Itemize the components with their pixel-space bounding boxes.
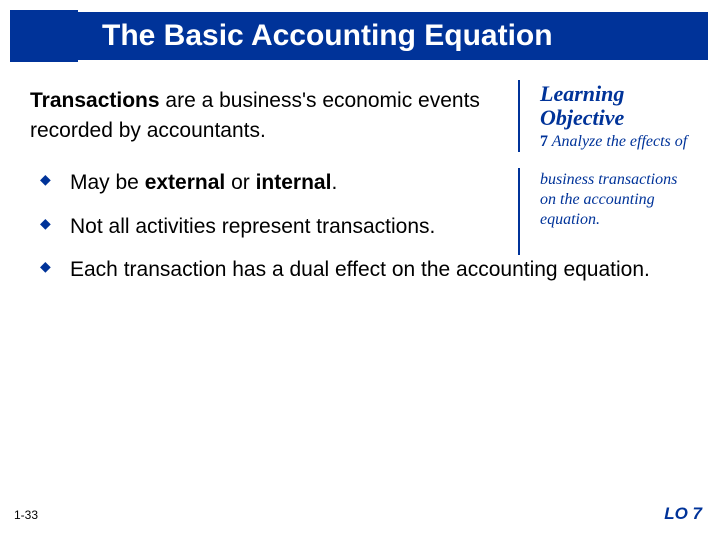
bullet-2: Not all activities represent transaction… <box>58 212 506 241</box>
intro-lead: Transactions <box>30 89 160 112</box>
bullet-3: Each transaction has a dual effect on th… <box>58 255 690 284</box>
bullets-area: May be external or internal. Not all act… <box>30 168 690 284</box>
bullet-1-mid: or <box>225 171 255 194</box>
title-bar: The Basic Accounting Equation <box>12 12 708 60</box>
intro-text: Transactions are a business's economic e… <box>30 80 520 152</box>
lo-body: 7 Analyze the effects of <box>540 132 690 152</box>
bullet-1-post: . <box>331 171 337 194</box>
bullet-list-bottom: Each transaction has a dual effect on th… <box>30 255 690 284</box>
bullet-1-b2: internal <box>256 171 332 194</box>
sidebar-continuation: business transactions on the accounting … <box>540 168 690 255</box>
bullet-1-b1: external <box>145 171 226 194</box>
bullet-list-top: May be external or internal. Not all act… <box>30 168 520 255</box>
lo-tag: LO 7 <box>664 504 702 524</box>
learning-objective-sidebar: Learning Objective 7 Analyze the effects… <box>540 80 690 152</box>
lo-number: 7 <box>540 133 548 150</box>
bullet-2-text: Not all activities represent transaction… <box>70 215 435 238</box>
content-area: Transactions are a business's economic e… <box>30 80 690 299</box>
slide-number: 1-33 <box>14 508 38 522</box>
bullets-narrow-row: May be external or internal. Not all act… <box>30 168 690 255</box>
intro-row: Transactions are a business's economic e… <box>30 80 690 152</box>
lo-text-top: Analyze the effects of <box>552 133 688 150</box>
bullet-1-pre: May be <box>70 171 145 194</box>
lo-text-bottom: business transactions on the accounting … <box>540 170 690 230</box>
lo-heading: Learning Objective <box>540 82 690 130</box>
slide-title: The Basic Accounting Equation <box>102 19 553 53</box>
bullet-3-text: Each transaction has a dual effect on th… <box>70 258 650 281</box>
bullet-1: May be external or internal. <box>58 168 506 197</box>
